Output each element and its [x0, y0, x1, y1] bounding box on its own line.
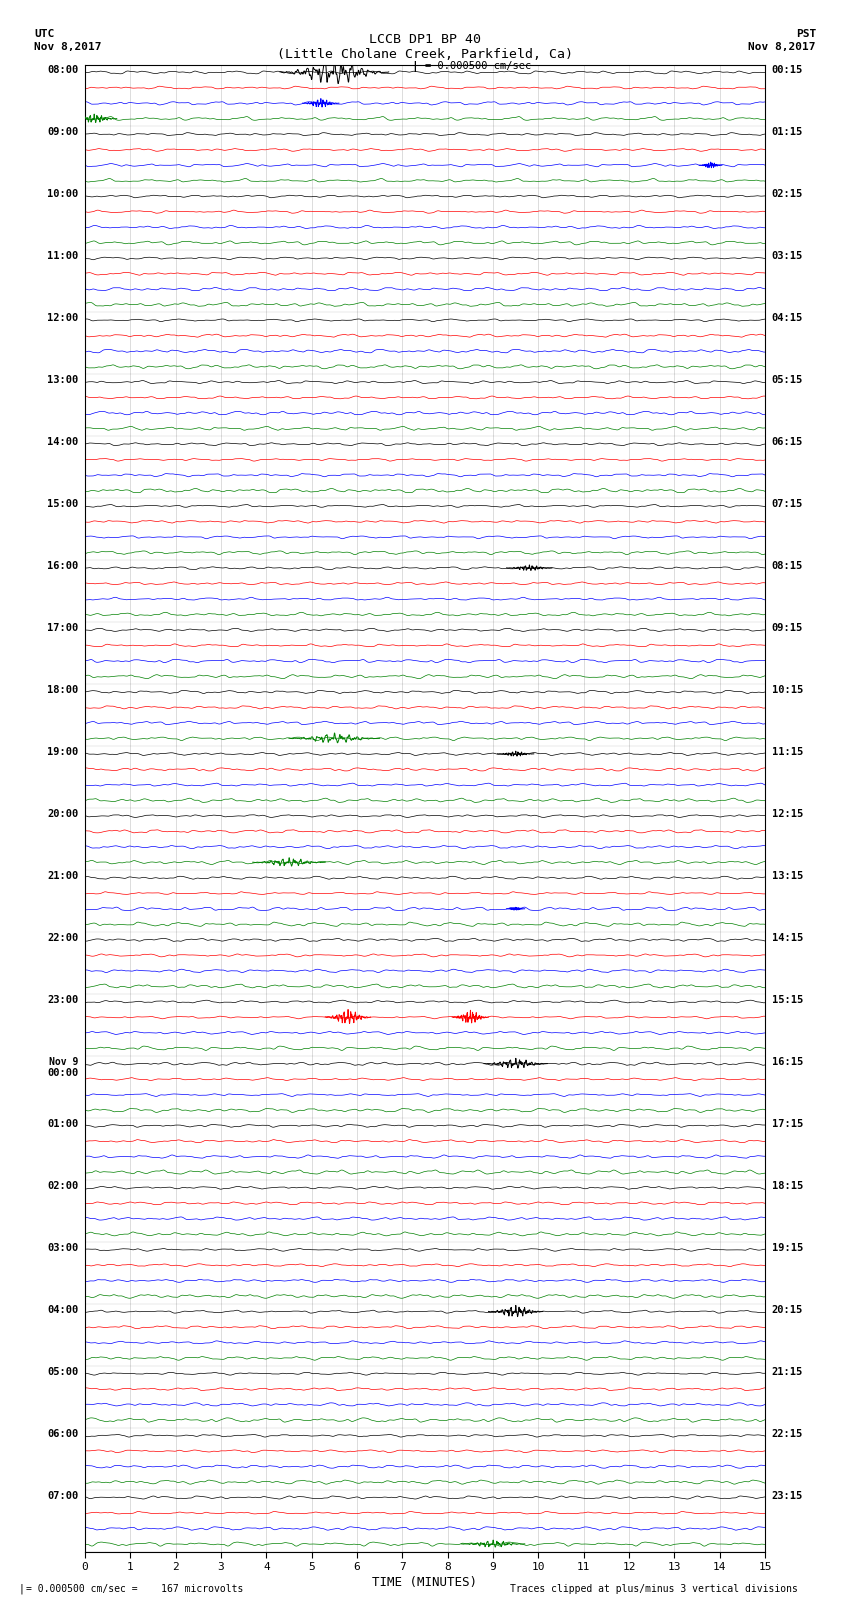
Text: 14:15: 14:15	[772, 932, 803, 944]
Text: 08:15: 08:15	[772, 561, 803, 571]
Text: 19:15: 19:15	[772, 1242, 803, 1253]
Text: 14:00: 14:00	[47, 437, 78, 447]
Text: 18:00: 18:00	[47, 686, 78, 695]
Text: 06:00: 06:00	[47, 1429, 78, 1439]
Text: 12:00: 12:00	[47, 313, 78, 323]
Text: 15:00: 15:00	[47, 498, 78, 510]
Title: LCCB DP1 BP 40
(Little Cholane Creek, Parkfield, Ca): LCCB DP1 BP 40 (Little Cholane Creek, Pa…	[277, 32, 573, 61]
Text: 00:15: 00:15	[772, 65, 803, 76]
Text: |: |	[19, 1582, 24, 1594]
Text: 05:00: 05:00	[47, 1366, 78, 1376]
Text: 04:15: 04:15	[772, 313, 803, 323]
Text: 16:00: 16:00	[47, 561, 78, 571]
Text: 15:15: 15:15	[772, 995, 803, 1005]
Text: 05:15: 05:15	[772, 376, 803, 386]
Text: 11:15: 11:15	[772, 747, 803, 756]
Text: 09:15: 09:15	[772, 623, 803, 632]
Text: 00:00: 00:00	[47, 1068, 78, 1079]
Text: 07:15: 07:15	[772, 498, 803, 510]
Text: 01:00: 01:00	[47, 1119, 78, 1129]
Text: |: |	[411, 61, 418, 73]
Text: 17:15: 17:15	[772, 1119, 803, 1129]
Text: Nov 9: Nov 9	[48, 1057, 78, 1066]
Text: Nov 8,2017: Nov 8,2017	[34, 42, 101, 52]
Text: 03:00: 03:00	[47, 1242, 78, 1253]
Text: 23:00: 23:00	[47, 995, 78, 1005]
X-axis label: TIME (MINUTES): TIME (MINUTES)	[372, 1576, 478, 1589]
Text: 03:15: 03:15	[772, 252, 803, 261]
Text: 18:15: 18:15	[772, 1181, 803, 1190]
Text: 04:00: 04:00	[47, 1305, 78, 1315]
Text: 11:00: 11:00	[47, 252, 78, 261]
Text: 13:00: 13:00	[47, 376, 78, 386]
Text: 10:15: 10:15	[772, 686, 803, 695]
Text: 22:15: 22:15	[772, 1429, 803, 1439]
Text: = 0.000500 cm/sec: = 0.000500 cm/sec	[425, 61, 531, 71]
Text: 09:00: 09:00	[47, 127, 78, 137]
Text: UTC: UTC	[34, 29, 54, 39]
Text: 20:00: 20:00	[47, 808, 78, 819]
Text: PST: PST	[796, 29, 816, 39]
Text: 13:15: 13:15	[772, 871, 803, 881]
Text: 19:00: 19:00	[47, 747, 78, 756]
Text: 17:00: 17:00	[47, 623, 78, 632]
Text: Traces clipped at plus/minus 3 vertical divisions: Traces clipped at plus/minus 3 vertical …	[510, 1584, 798, 1594]
Text: 21:15: 21:15	[772, 1366, 803, 1376]
Text: 10:00: 10:00	[47, 189, 78, 200]
Text: 21:00: 21:00	[47, 871, 78, 881]
Text: 06:15: 06:15	[772, 437, 803, 447]
Text: 12:15: 12:15	[772, 808, 803, 819]
Text: = 0.000500 cm/sec =    167 microvolts: = 0.000500 cm/sec = 167 microvolts	[26, 1584, 243, 1594]
Text: 07:00: 07:00	[47, 1490, 78, 1500]
Text: 02:15: 02:15	[772, 189, 803, 200]
Text: Nov 8,2017: Nov 8,2017	[749, 42, 816, 52]
Text: 23:15: 23:15	[772, 1490, 803, 1500]
Text: 22:00: 22:00	[47, 932, 78, 944]
Text: 08:00: 08:00	[47, 65, 78, 76]
Text: 01:15: 01:15	[772, 127, 803, 137]
Text: 20:15: 20:15	[772, 1305, 803, 1315]
Text: 02:00: 02:00	[47, 1181, 78, 1190]
Text: 16:15: 16:15	[772, 1057, 803, 1066]
